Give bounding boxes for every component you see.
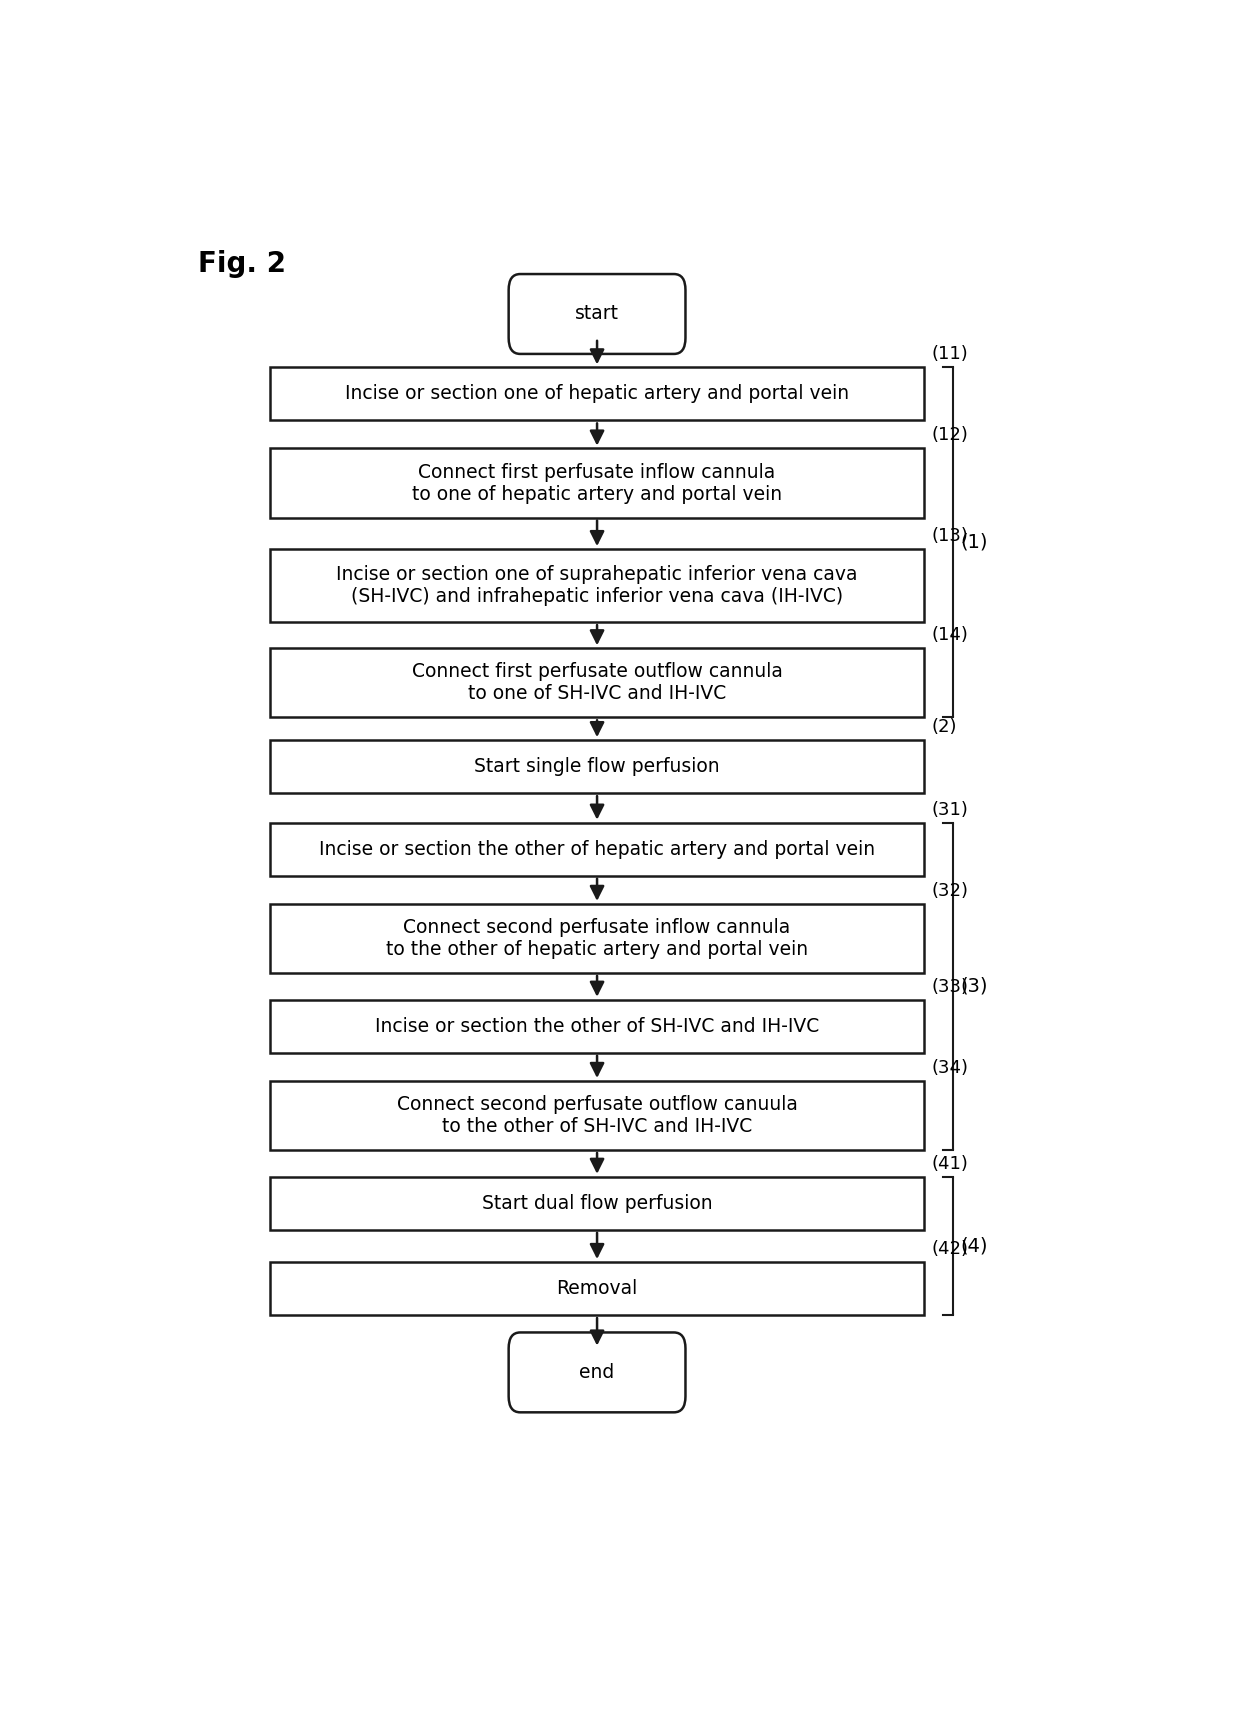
Text: (31): (31) (931, 801, 968, 818)
Text: Connect first perfusate inflow cannula
to one of hepatic artery and portal vein: Connect first perfusate inflow cannula t… (412, 463, 782, 503)
Text: Connect first perfusate outflow cannula
to one of SH-IVC and IH-IVC: Connect first perfusate outflow cannula … (412, 662, 782, 704)
FancyBboxPatch shape (508, 1333, 686, 1413)
Text: (13): (13) (931, 527, 968, 545)
Text: Incise or section the other of hepatic artery and portal vein: Incise or section the other of hepatic a… (319, 840, 875, 859)
Text: (41): (41) (931, 1155, 968, 1172)
Text: (11): (11) (931, 346, 968, 363)
Bar (270, 1081, 924, 1150)
Bar (270, 367, 924, 420)
Text: Connect second perfusate outflow canuula
to the other of SH-IVC and IH-IVC: Connect second perfusate outflow canuula… (397, 1094, 797, 1136)
Text: (1): (1) (960, 533, 988, 552)
Bar (270, 999, 924, 1053)
Text: Incise or section one of hepatic artery and portal vein: Incise or section one of hepatic artery … (345, 384, 849, 403)
Text: start: start (575, 304, 619, 323)
Bar (270, 448, 924, 517)
Bar (270, 648, 924, 718)
Text: (3): (3) (960, 977, 988, 996)
Text: (42): (42) (931, 1240, 968, 1259)
Text: Fig. 2: Fig. 2 (198, 251, 286, 278)
Text: (12): (12) (931, 427, 968, 444)
Text: (34): (34) (931, 1058, 968, 1077)
Text: Removal: Removal (557, 1279, 637, 1298)
FancyBboxPatch shape (508, 275, 686, 354)
Text: Start single flow perfusion: Start single flow perfusion (474, 757, 720, 776)
Bar (270, 740, 924, 794)
Text: end: end (579, 1362, 615, 1381)
Bar (270, 904, 924, 973)
Text: Connect second perfusate inflow cannula
to the other of hepatic artery and porta: Connect second perfusate inflow cannula … (386, 918, 808, 960)
Text: Incise or section the other of SH-IVC and IH-IVC: Incise or section the other of SH-IVC an… (374, 1017, 820, 1036)
Text: (2): (2) (931, 718, 957, 737)
Text: (14): (14) (931, 626, 968, 645)
Bar (270, 550, 924, 622)
Text: (33): (33) (931, 977, 968, 996)
Text: (4): (4) (960, 1236, 988, 1255)
Text: Start dual flow perfusion: Start dual flow perfusion (482, 1193, 712, 1212)
Bar (270, 1262, 924, 1316)
Bar (270, 1177, 924, 1229)
Text: (32): (32) (931, 882, 968, 899)
Bar (270, 823, 924, 877)
Text: Incise or section one of suprahepatic inferior vena cava
(SH-IVC) and infrahepat: Incise or section one of suprahepatic in… (336, 565, 858, 607)
